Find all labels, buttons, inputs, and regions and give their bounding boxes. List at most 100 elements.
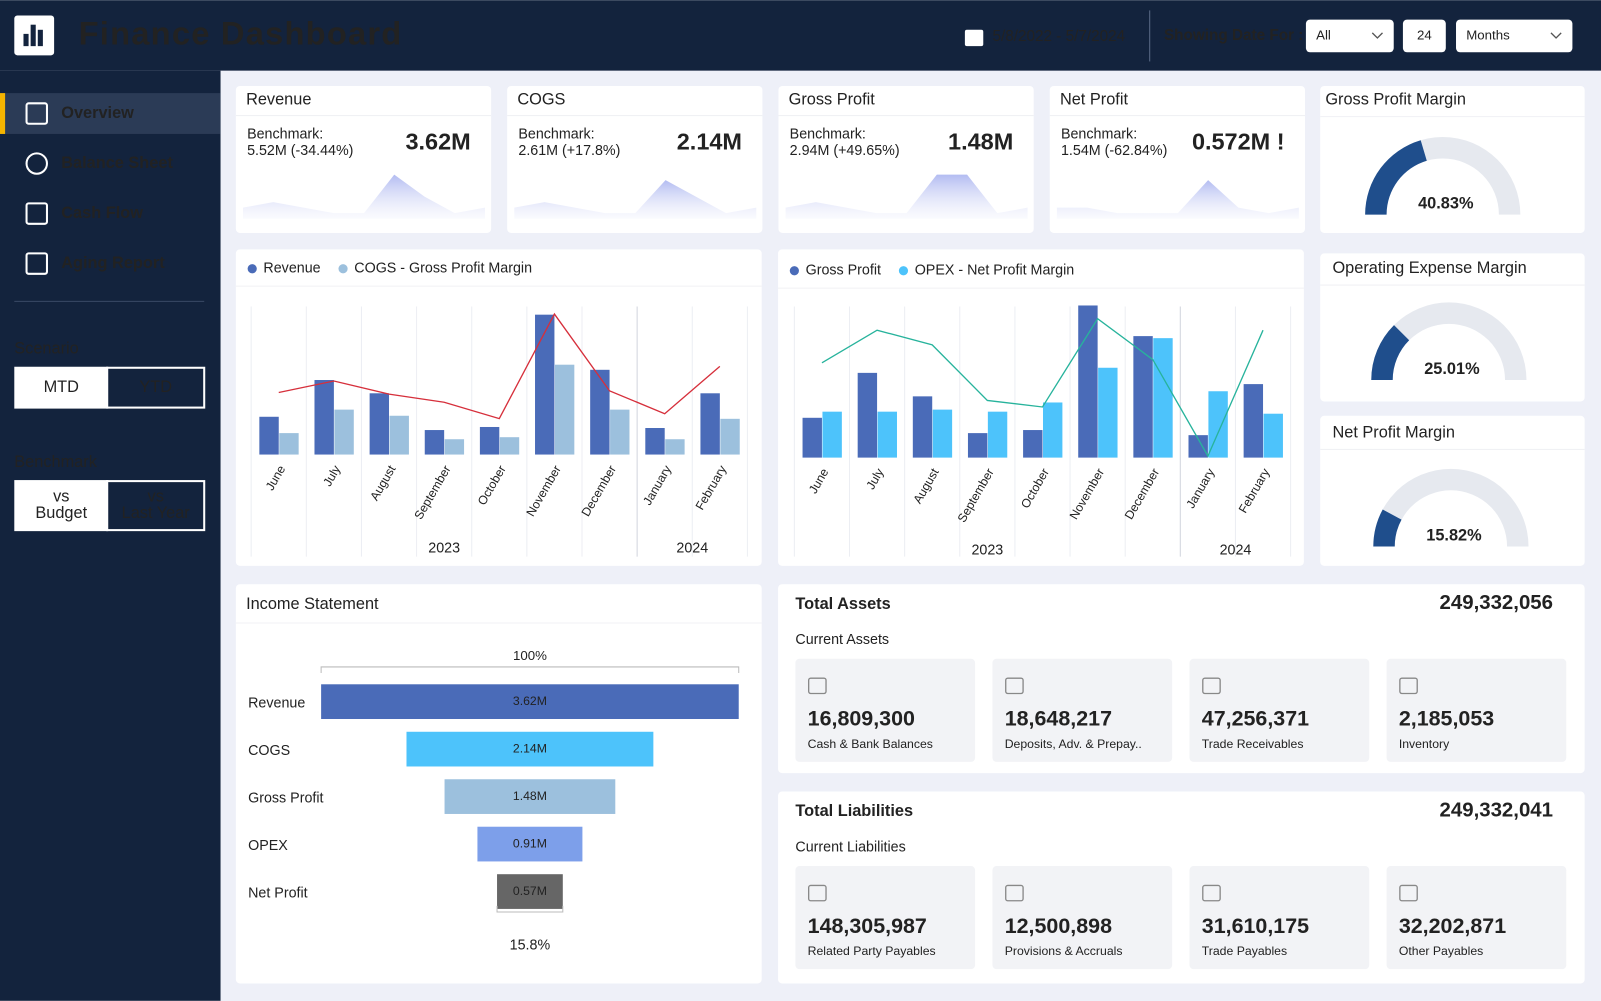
kpi-benchmark-label: Benchmark: [1061,127,1137,143]
legend-label: Revenue [263,261,320,277]
menu-item[interactable]: Cash Flow [61,204,143,222]
kpi-value: 2.14M [677,128,742,154]
kpi-title: Gross Profit [789,91,876,109]
tile-value: 16,809,300 [808,707,915,731]
count-input: 24 [1417,27,1432,42]
dropdown[interactable] [1402,19,1446,53]
bar [389,415,409,455]
toggle-text: Last Year [122,504,191,522]
toggle-button[interactable] [14,480,109,532]
bar [720,418,740,455]
kpi-benchmark: 1.54M (-62.84%) [1061,143,1167,159]
dropdown[interactable] [1456,19,1573,53]
bar [610,409,630,455]
menu-active-bar [0,93,6,134]
toggle-button[interactable] [106,366,206,409]
kpi-benchmark: 2.61M (+17.8%) [518,143,620,159]
kpi-benchmark-label: Benchmark: [247,127,323,143]
kpi-benchmark: 5.52M (-34.44%) [247,143,353,159]
legend-label: OPEX - Net Profit Margin [915,263,1075,279]
kpi-benchmark-label: Benchmark: [790,127,866,143]
card-title: Gross Profit Margin [1325,91,1466,109]
menu-item[interactable]: Aging Report [61,254,165,272]
menu-icon [25,252,48,275]
tile-label: Related Party Payables [808,944,936,958]
sparkline-area [243,174,485,219]
data-label: 3.62M [513,694,547,708]
kpi-benchmark-label: Benchmark: [518,127,594,143]
legend-marker [338,264,348,274]
kpi-title: COGS [517,91,565,109]
x-group-label: 2024 [676,540,708,556]
gauge-value [1371,325,1410,381]
sparkline-area [1056,180,1299,219]
tile [795,866,976,970]
data-label: 1.48M [513,789,547,803]
menu-item[interactable]: Balance Sheet [61,154,173,172]
funnel-bar [444,779,616,814]
bar [645,428,665,455]
tile-label: Cash & Bank Balances [808,737,933,751]
tile [992,866,1173,970]
funnel-bar [497,874,563,909]
toggle-text: vs [148,488,164,506]
menu-icon [25,102,48,125]
tile-label: Trade Payables [1202,944,1287,958]
logo-bar [30,24,36,47]
bar [499,437,520,455]
bar [857,372,878,458]
kpi-value: 3.62M [405,128,470,154]
bar [877,411,897,458]
tile-icon [1005,677,1024,695]
menu-active [0,93,221,134]
bar [912,396,933,458]
bar [1042,402,1063,458]
tile-value: 32,202,871 [1399,914,1506,938]
card-title: Operating Expense Margin [1332,259,1526,277]
legend-marker [898,266,909,276]
funnel-bar [406,731,654,767]
bracket [496,905,564,913]
card-title: Income Statement [246,595,379,613]
legend-label: Gross Profit [806,263,881,279]
bar [259,416,279,455]
top-label: 100% [513,648,547,663]
bar [932,409,953,458]
card-title: Total Assets [795,595,890,613]
tile-label: Deposits, Adv. & Prepay.. [1005,737,1142,751]
menu-item[interactable]: Overview [61,104,134,122]
bar [424,430,445,455]
logo-bar [37,29,43,47]
calendar-icon [964,29,984,47]
chart-card [235,249,762,566]
menu-icon [25,202,48,225]
category-label: Gross Profit [248,790,323,806]
tile-value: 18,648,217 [1005,707,1112,731]
data-label: 0.91M [513,836,547,850]
tile-icon [1399,884,1418,902]
bar [1188,435,1208,458]
bar [554,364,575,455]
funnel-bar [477,826,583,862]
dropdown-value: Months [1466,27,1510,42]
category-label: Revenue [248,695,305,711]
tile-icon [1399,677,1418,695]
dropdown[interactable] [1305,19,1394,53]
chevron [1550,32,1562,39]
tile-icon [1202,677,1221,695]
menu-icon [25,152,48,175]
bar [590,369,610,455]
toggle-button[interactable] [106,480,206,532]
card-title: Net Profit Margin [1332,423,1455,441]
bar [279,433,299,455]
bar [1023,430,1043,458]
app-title: Finance Dashboard [79,15,403,52]
bar [1243,384,1264,458]
bar [1098,367,1118,458]
balance-card [778,791,1585,984]
bar [1133,336,1153,458]
bottom-label: 15.8% [510,937,551,953]
bar [1263,413,1283,458]
toggle-button[interactable] [14,366,109,409]
